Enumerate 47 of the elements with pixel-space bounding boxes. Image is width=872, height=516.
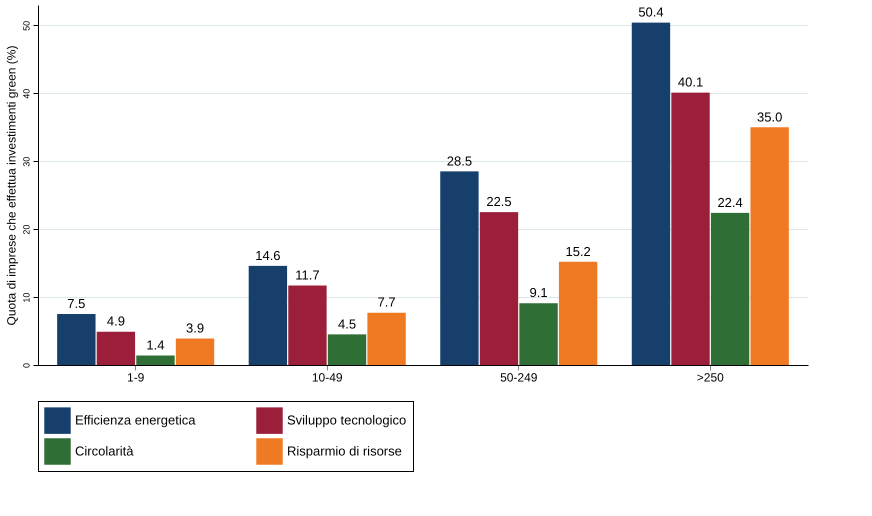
text: 4.5 [338, 316, 356, 332]
bar [96, 332, 136, 365]
legend-label: Circolarità [75, 444, 134, 458]
text: 28.5 [446, 153, 472, 168]
text: 3.9 [186, 320, 204, 336]
text: 14.6 [255, 248, 281, 263]
text: 4.9 [106, 314, 125, 329]
y-tick-label: 40 [22, 88, 32, 99]
y-tick-label: 20 [22, 224, 32, 235]
text: 7.5 [67, 296, 86, 312]
text: 15.2 [565, 244, 591, 259]
bar [519, 303, 558, 365]
text: 40.1 [678, 74, 704, 90]
y-axis-title: Quota di imprese che effettua investimenti green (%) [4, 46, 18, 326]
bar [248, 266, 288, 365]
y-tick-label: 0 [22, 362, 32, 368]
bar [671, 92, 710, 365]
x-tick-label: 10-49 [312, 370, 343, 384]
text: 35.0 [757, 109, 782, 124]
y-tick-label: 30 [22, 156, 32, 167]
text: 22.4 [717, 194, 743, 210]
bar [176, 338, 214, 365]
text: 1.4 [146, 337, 165, 352]
bar [136, 355, 175, 365]
bar [632, 22, 670, 365]
bar [480, 212, 518, 365]
text: 11.7 [295, 268, 320, 283]
text: 7.7 [378, 294, 396, 310]
x-tick-label: 1-9 [127, 370, 145, 384]
legend-label: Efficienza energetica [75, 412, 196, 428]
legend-label: Sviluppo tecnologico [287, 412, 406, 428]
bar [57, 314, 96, 365]
y-tick-label: 50 [22, 20, 32, 31]
text: 9.1 [530, 285, 548, 300]
legend-label: Risparmio di risorse [287, 444, 402, 458]
x-tick-label: >250 [696, 370, 724, 384]
bar [558, 262, 598, 365]
bar [750, 127, 789, 365]
bar [440, 171, 479, 365]
y-tick-label: 10 [22, 292, 32, 303]
bar [328, 334, 366, 365]
text: 50.4 [638, 4, 664, 20]
bar [710, 212, 750, 365]
bar [367, 312, 406, 365]
bar [288, 286, 327, 365]
x-tick-label: 50-249 [500, 370, 538, 384]
text: 22.5 [486, 194, 512, 210]
